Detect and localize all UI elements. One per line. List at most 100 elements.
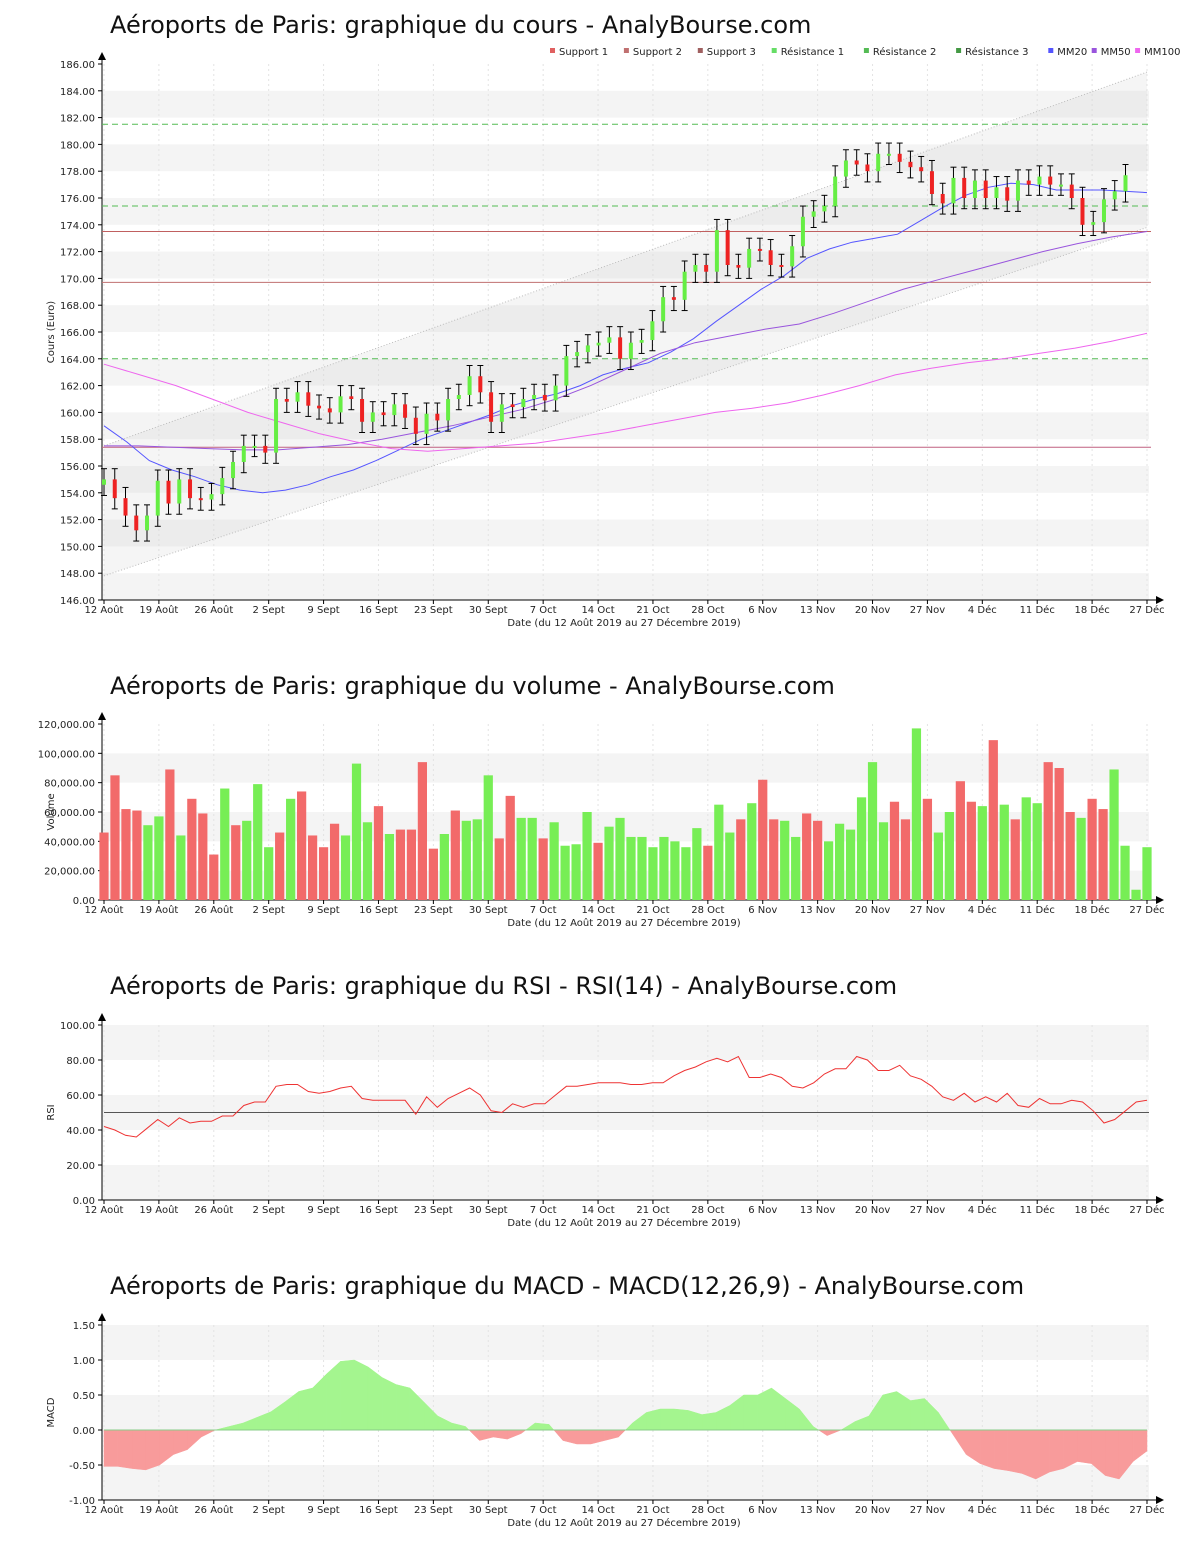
candle-body: [779, 265, 784, 267]
volume-bar: [110, 775, 120, 900]
candle-body: [661, 297, 666, 322]
macd-positive-area: [298, 1387, 313, 1431]
legend-swatch: [956, 48, 962, 53]
macd-negative-area: [553, 1429, 564, 1442]
candle-body: [940, 193, 945, 204]
volume-bar: [769, 819, 779, 900]
candle-body: [489, 392, 494, 422]
y-axis-arrow: [98, 1313, 106, 1321]
candle-body: [929, 171, 934, 194]
volume-bar: [725, 832, 735, 900]
y-tick-label: 166.00: [60, 328, 95, 339]
volume-bar: [198, 813, 208, 900]
x-tick-label: 21 Oct: [636, 1205, 669, 1216]
volume-bar: [1098, 809, 1108, 900]
candle-body: [714, 230, 719, 272]
x-tick-label: 7 Oct: [530, 1505, 557, 1516]
macd-positive-area: [743, 1394, 758, 1431]
candle-body: [693, 265, 698, 272]
y-tick-label: 168.00: [60, 301, 95, 312]
volume-bar: [318, 847, 329, 900]
macd-negative-area: [201, 1429, 216, 1438]
candle-body: [220, 478, 225, 495]
x-tick-label: 16 Sept: [359, 905, 398, 916]
x-tick-label: 28 Oct: [691, 1205, 724, 1216]
candle-body: [585, 345, 590, 353]
x-tick-label: 19 Août: [139, 1204, 178, 1216]
y-axis-label: MACD: [46, 1397, 57, 1427]
x-axis-label: Date (du 12 Août 2019 au 27 Décembre 201…: [507, 1217, 740, 1229]
candle-body: [102, 479, 106, 485]
legend-label: MM50: [1101, 47, 1131, 58]
legend-label: Support 3: [707, 47, 756, 58]
grid-band: [102, 305, 1149, 332]
y-tick-label: 0.00: [73, 1196, 95, 1207]
x-tick-label: 12 Août: [85, 1504, 124, 1516]
x-tick-label: 7 Oct: [530, 1205, 557, 1216]
macd-negative-area: [965, 1429, 981, 1465]
volume-bar: [340, 835, 351, 900]
volume-bar: [428, 848, 438, 900]
legend-label: Support 2: [633, 47, 682, 58]
macd-negative-area: [604, 1429, 619, 1441]
macd-negative-area: [952, 1429, 967, 1456]
candle-body: [865, 164, 870, 172]
y-tick-label: 148.00: [60, 569, 95, 580]
legend-entry: MM100: [1135, 47, 1180, 58]
macd-negative-area: [1077, 1429, 1092, 1464]
y-tick-label: 186.00: [60, 60, 95, 71]
candle-body: [209, 494, 214, 500]
volume-bar: [373, 806, 384, 900]
y-axis-label: RSI: [46, 1104, 57, 1120]
macd-negative-area: [1063, 1429, 1078, 1469]
volume-bar: [143, 825, 153, 900]
y-tick-label: 180.00: [60, 140, 95, 151]
x-tick-label: 11 Déc: [1020, 1204, 1055, 1216]
volume-bar: [813, 820, 823, 900]
grid-band: [102, 358, 1149, 386]
volume-bar: [1142, 847, 1152, 900]
macd-negative-area: [1007, 1429, 1023, 1474]
y-axis-arrow: [98, 712, 106, 720]
legend-label: Support 1: [559, 47, 608, 58]
legend-swatch: [771, 48, 777, 53]
macd-negative-area: [159, 1429, 174, 1466]
candle-body: [284, 399, 289, 402]
y-tick-label: -0.50: [69, 1461, 95, 1472]
x-tick-label: 12 Août: [85, 1204, 124, 1216]
x-tick-label: 12 Août: [85, 604, 124, 616]
macd-negative-area: [1049, 1429, 1064, 1473]
candle-body: [854, 160, 859, 165]
x-tick-label: 13 Nov: [800, 1205, 836, 1216]
volume-bar: [988, 740, 998, 900]
y-tick-label: 152.00: [60, 516, 95, 527]
x-tick-label: 27 Nov: [910, 1505, 946, 1516]
grid-band: [102, 1465, 1149, 1500]
candle-body: [811, 211, 816, 217]
volume-bar: [253, 784, 263, 900]
volume-bar: [231, 825, 241, 900]
macd-negative-area: [145, 1429, 160, 1471]
x-tick-label: 9 Sept: [307, 1505, 339, 1516]
y-tick-label: 60,000.00: [44, 808, 95, 819]
macd-negative-area: [507, 1429, 522, 1440]
x-tick-label: 6 Nov: [748, 905, 777, 916]
candle-body: [327, 408, 332, 413]
grid-band: [102, 1325, 1149, 1360]
legend-entry: Résistance 3: [956, 46, 1029, 58]
candle-body: [1005, 187, 1010, 201]
volume-bar: [922, 798, 933, 900]
grid-band: [102, 1165, 1149, 1200]
candle-body: [456, 394, 461, 399]
volume-bar: [802, 813, 812, 900]
candle-body: [919, 167, 924, 172]
y-tick-label: 100.00: [60, 1021, 95, 1032]
x-axis-label: Date (du 12 Août 2019 au 27 Décembre 201…: [507, 1517, 740, 1529]
y-tick-label: 1.50: [73, 1321, 95, 1332]
volume-bar: [758, 779, 768, 900]
candle-body: [704, 265, 709, 272]
volume-bar: [1109, 769, 1119, 900]
volume-bar: [154, 816, 164, 900]
candle-body: [628, 342, 633, 359]
